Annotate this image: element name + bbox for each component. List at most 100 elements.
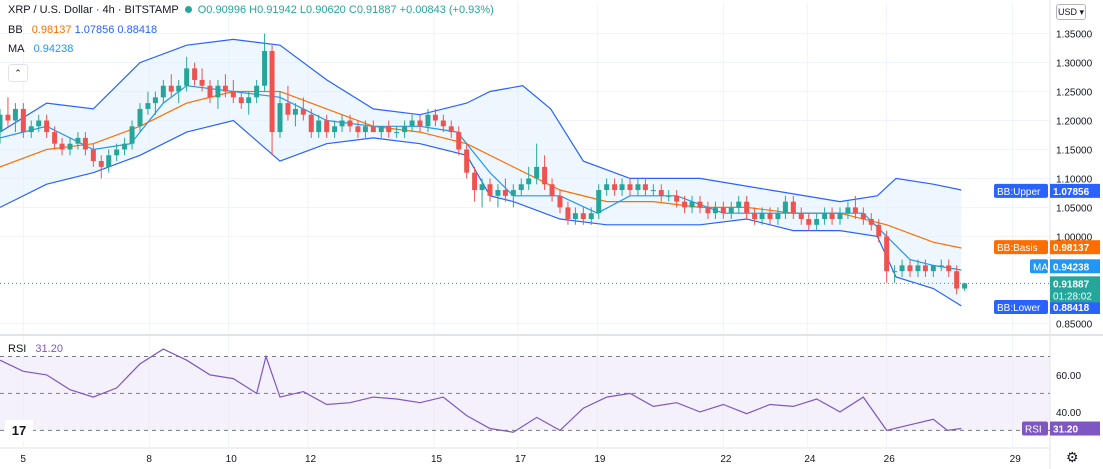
- candle-body: [557, 195, 563, 208]
- candle-body: [619, 184, 625, 191]
- time-tick-label: 29: [1010, 454, 1022, 465]
- bb-basis-badge-value: 0.98137: [1053, 243, 1090, 254]
- candle-body: [744, 201, 750, 214]
- candle-body: [425, 114, 431, 127]
- candle-body: [122, 143, 128, 150]
- candle-body: [682, 201, 688, 208]
- rsi-band-fill: [0, 356, 1050, 431]
- candle-body: [580, 213, 586, 220]
- candle-body: [59, 143, 65, 150]
- price-tick-label: 1.15000: [1056, 145, 1093, 156]
- bb-upper-line: [0, 38, 962, 203]
- candle-body: [627, 184, 633, 191]
- candle-body: [790, 201, 796, 214]
- candle-body: [168, 85, 174, 92]
- candle-body: [300, 108, 306, 115]
- candle-body: [775, 213, 781, 220]
- candle-body: [152, 97, 158, 104]
- candle-body: [145, 103, 151, 109]
- candle-body: [487, 184, 493, 196]
- candle-body: [518, 184, 524, 191]
- ma-legend[interactable]: MA 0.94238: [8, 43, 73, 55]
- candle-body: [106, 155, 112, 167]
- ma-value: 0.94238: [33, 43, 74, 55]
- candle-body: [837, 213, 843, 220]
- rsi-badge-label-box: [1022, 421, 1048, 436]
- bb-basis-value: 0.98137: [31, 24, 72, 36]
- candle-body: [736, 201, 742, 208]
- bb-upper-badge-value-box: [1050, 183, 1100, 198]
- candle-body: [292, 108, 298, 115]
- bb-legend[interactable]: BB 0.98137 1.07856 0.88418: [8, 24, 157, 36]
- candle-body: [324, 120, 330, 133]
- last-price-badge: [1050, 276, 1100, 303]
- ma-badge-label: MA: [1033, 262, 1048, 273]
- candle-body: [52, 132, 58, 144]
- candle-body: [417, 120, 423, 127]
- bb-name: BB: [8, 24, 23, 36]
- candle-body: [596, 190, 602, 214]
- candle-body: [269, 50, 275, 133]
- candle-body: [502, 190, 508, 196]
- candle-body: [160, 85, 166, 98]
- candle-body: [308, 114, 314, 133]
- candle-body: [402, 126, 408, 133]
- candle-body: [526, 178, 532, 185]
- bb-upper-badge-label-box: [994, 183, 1048, 198]
- candle-body: [689, 201, 695, 208]
- candle-body: [752, 213, 758, 220]
- candle-body: [814, 219, 820, 225]
- candle-body: [510, 190, 516, 196]
- candle-body: [868, 219, 874, 225]
- candle-body: [604, 184, 610, 191]
- candle-body: [238, 97, 244, 104]
- candle-body: [456, 132, 462, 150]
- candle-body: [495, 190, 501, 196]
- rsi-name: RSI: [8, 343, 27, 355]
- candle-body: [946, 265, 952, 272]
- bb-lower-badge-label: BB:Lower: [997, 303, 1041, 314]
- candle-body: [712, 207, 718, 214]
- ma-badge-value-box: [1050, 259, 1100, 274]
- currency-label: USD: [1057, 7, 1077, 17]
- candle-body: [666, 195, 672, 197]
- time-tick-label: 19: [594, 454, 606, 465]
- candle-body: [370, 126, 376, 133]
- chevron-down-icon: ▾: [1079, 7, 1085, 17]
- open-value: O0.90996: [197, 4, 247, 16]
- currency-button[interactable]: USD ▾: [1056, 4, 1086, 20]
- collapse-legend-button[interactable]: ⌃: [8, 64, 28, 82]
- price-tick-label: 1.20000: [1056, 117, 1093, 128]
- time-tick-label: 26: [884, 454, 896, 465]
- candle-body: [705, 207, 711, 214]
- bb-upper-badge-label: BB:Upper: [997, 187, 1041, 198]
- candle-body: [782, 201, 788, 214]
- ma-badge-label-box: [1030, 259, 1048, 274]
- rsi-legend[interactable]: RSI 31.20: [8, 343, 63, 355]
- change-value: +0.00843 (+0.93%): [399, 4, 494, 16]
- rsi-badge-value-box: [1050, 421, 1100, 436]
- candle-body: [565, 207, 571, 220]
- gear-icon[interactable]: ⚙: [1066, 449, 1079, 465]
- candle-body: [90, 149, 96, 162]
- time-tick-label: 5: [20, 454, 26, 465]
- candle-body: [355, 126, 361, 133]
- price-tick-label: 1.25000: [1056, 88, 1093, 99]
- symbol-title[interactable]: XRP / U.S. Dollar · 4h · BITSTAMP: [8, 4, 179, 16]
- candle-body: [767, 213, 773, 220]
- candle-body: [829, 213, 835, 220]
- chevron-up-icon: ⌃: [14, 68, 22, 78]
- candle-body: [572, 213, 578, 220]
- candle-body: [20, 108, 26, 133]
- price-tick-label: 1.10000: [1056, 174, 1093, 185]
- candle-body: [464, 149, 470, 173]
- bb-lower-badge-value-box: [1050, 299, 1100, 314]
- candle-body: [378, 126, 384, 133]
- candle-body: [549, 184, 555, 196]
- candle-body: [129, 126, 135, 144]
- rsi-tick-label: 60.00: [1056, 371, 1081, 382]
- bb-basis-badge-value-box: [1050, 240, 1100, 255]
- tradingview-logo-icon[interactable]: 17: [5, 420, 33, 442]
- candle-body: [650, 190, 656, 192]
